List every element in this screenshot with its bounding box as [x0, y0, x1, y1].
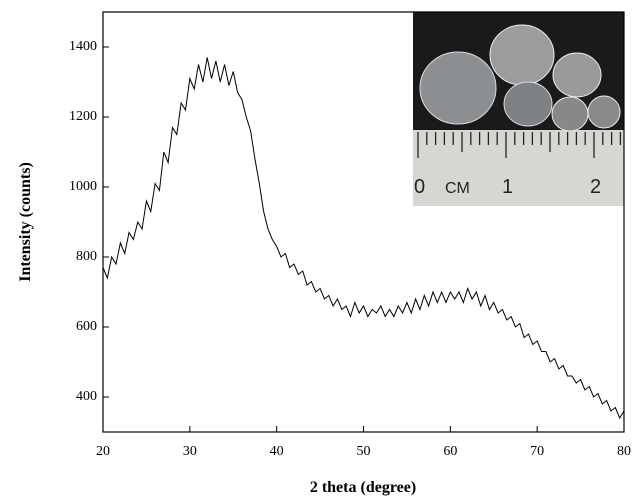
y-tick-label: 800 [76, 249, 97, 264]
bead [419, 51, 497, 125]
data-line [102, 57, 625, 420]
y-tick-label: 1200 [69, 109, 97, 124]
ruler-label: 0 [414, 176, 425, 198]
ruler-ticks [417, 132, 622, 158]
y-tick-label: 1000 [69, 179, 97, 194]
x-tick-label: 60 [443, 444, 457, 459]
x-tick-label: 40 [270, 444, 284, 459]
x-tick-label: 20 [96, 444, 110, 459]
y-tick-label: 1400 [69, 39, 97, 54]
x-tick-label: 80 [617, 444, 631, 459]
inset-photo: 0 CM 1 2 [413, 12, 624, 206]
bead [552, 52, 602, 98]
ruler [413, 130, 624, 206]
ruler-label: 1 [502, 176, 513, 198]
bead [551, 96, 589, 132]
y-axis-label: Intensity (counts) [17, 162, 34, 282]
bead [503, 81, 553, 127]
x-tick-label: 30 [183, 444, 197, 459]
ruler-label: 2 [590, 176, 601, 198]
bead [587, 95, 621, 129]
y-tick-label: 600 [76, 319, 97, 334]
x-tick-label: 70 [530, 444, 544, 459]
ruler-label: CM [445, 180, 470, 197]
y-tick-label: 400 [76, 389, 97, 404]
x-axis-label: 2 theta (degree) [310, 479, 416, 496]
bead [489, 24, 555, 86]
x-tick-label: 50 [357, 444, 371, 459]
